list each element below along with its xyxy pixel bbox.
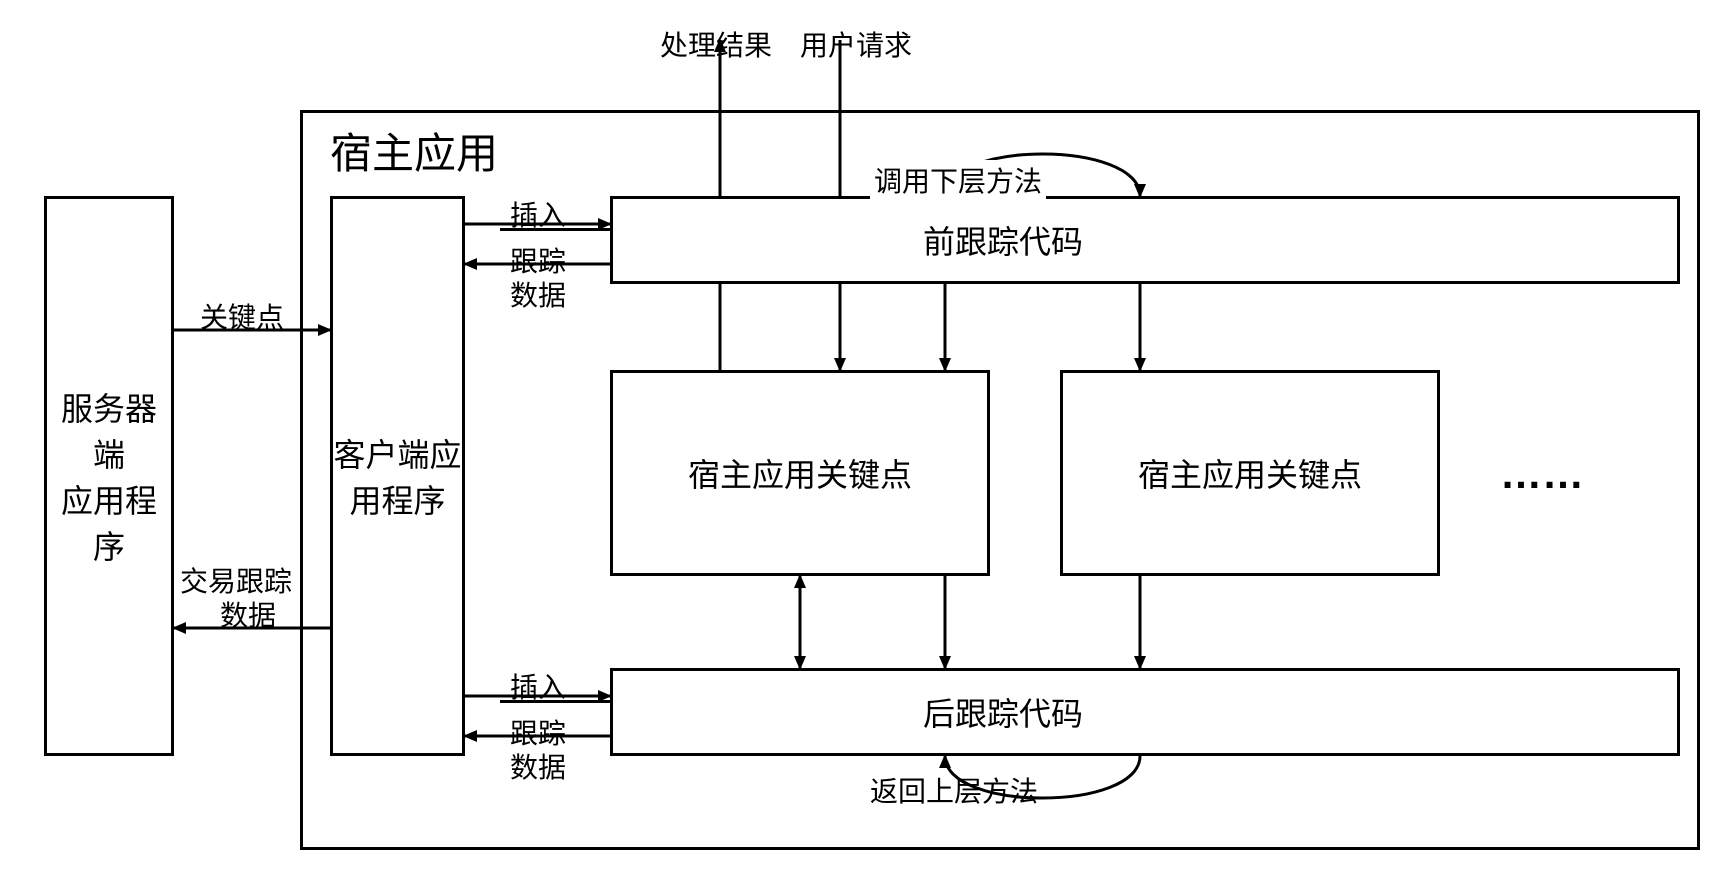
- track-top-label-2: 数据: [510, 274, 566, 314]
- client-label-1: 客户端应: [333, 430, 461, 476]
- return-upper-label: 返回上层方法: [870, 770, 1038, 810]
- keypoint-label: 关键点: [200, 296, 284, 336]
- insert-bot-label: 插入: [510, 666, 566, 706]
- post-track-box: 后跟踪代码: [610, 668, 1680, 756]
- key1-box: 宿主应用关键点: [610, 370, 990, 576]
- track-bot-label-2: 数据: [510, 746, 566, 786]
- pre-track-label: 前跟踪代码: [923, 217, 1083, 263]
- result-label: 处理结果: [660, 24, 772, 64]
- server-label-1: 服务器端: [47, 384, 171, 476]
- server-box: 服务器端 应用程序: [44, 196, 174, 756]
- key1-label: 宿主应用关键点: [688, 450, 912, 496]
- client-label-2: 用程序: [349, 476, 445, 522]
- server-label-2: 应用程序: [47, 476, 171, 568]
- call-lower-label: 调用下层方法: [870, 160, 1046, 200]
- key2-label: 宿主应用关键点: [1138, 450, 1362, 496]
- key2-box: 宿主应用关键点: [1060, 370, 1440, 576]
- client-box: 客户端应 用程序: [330, 196, 465, 756]
- txn-track-label-2: 数据: [220, 594, 276, 634]
- host-title: 宿主应用: [330, 120, 498, 181]
- ellipsis-label: ……: [1500, 450, 1584, 498]
- post-track-label: 后跟踪代码: [923, 689, 1083, 735]
- user-req-label: 用户请求: [800, 24, 912, 64]
- insert-top-label: 插入: [510, 194, 566, 234]
- pre-track-box: 前跟踪代码: [610, 196, 1680, 284]
